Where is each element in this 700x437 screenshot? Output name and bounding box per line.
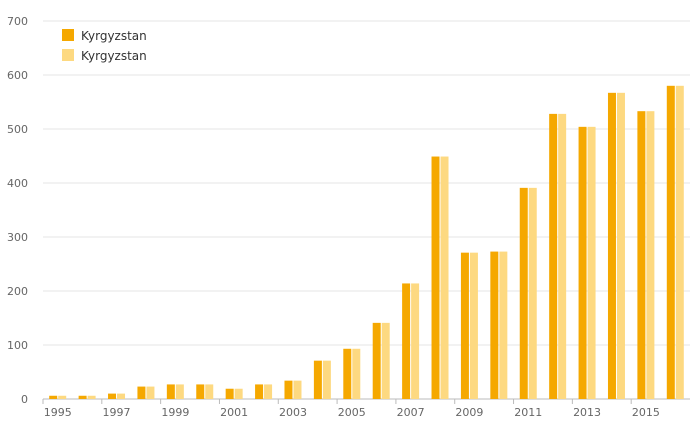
y-tick-label: 300 xyxy=(7,231,28,244)
x-tick-label: 1995 xyxy=(44,406,72,419)
bar-2015-series-2 xyxy=(646,111,655,400)
bar-1997-series-2 xyxy=(117,393,126,399)
bar-2009-series-1 xyxy=(460,252,469,399)
x-tick-label: 1997 xyxy=(103,406,131,419)
y-tick-label: 0 xyxy=(21,393,28,406)
bar-2012-series-2 xyxy=(558,113,567,399)
bar-2002-series-1 xyxy=(255,384,264,399)
bar-2005-series-2 xyxy=(352,348,361,399)
bar-1996-series-1 xyxy=(78,395,87,399)
bar-2004-series-1 xyxy=(313,360,322,399)
bar-2005-series-1 xyxy=(343,348,352,399)
bar-2008-series-2 xyxy=(440,156,449,399)
bars xyxy=(49,85,684,400)
x-tick-label: 2005 xyxy=(338,406,366,419)
x-tick-label: 2011 xyxy=(514,406,542,419)
x-tick-label: 2007 xyxy=(397,406,425,419)
legend: Kyrgyzstan Kyrgyzstan xyxy=(62,29,147,63)
y-tick-label: 100 xyxy=(7,339,28,352)
x-tick-label: 2009 xyxy=(455,406,483,419)
legend-label-2: Kyrgyzstan xyxy=(81,49,147,63)
bar-2007-series-1 xyxy=(402,283,411,399)
bar-1995-series-2 xyxy=(58,395,67,399)
bar-2009-series-2 xyxy=(469,252,478,399)
grid xyxy=(43,20,690,400)
bar-2003-series-1 xyxy=(284,380,293,399)
axes: 0 100 200 300 400 500 600 700 1995 1997 1999 2001 20… xyxy=(7,15,660,419)
x-tick-label: 2003 xyxy=(279,406,307,419)
bar-2012-series-1 xyxy=(549,113,558,399)
y-tick-label: 500 xyxy=(7,123,28,136)
bar-1999-series-2 xyxy=(175,384,184,399)
bar-2010-series-2 xyxy=(499,251,508,399)
bar-2004-series-2 xyxy=(322,360,331,399)
bar-2011-series-1 xyxy=(519,187,528,399)
legend-swatch-1 xyxy=(62,29,74,41)
bar-2008-series-1 xyxy=(431,156,440,399)
bar-2016-series-2 xyxy=(675,85,684,400)
bar-2010-series-1 xyxy=(490,251,499,399)
bar-2013-series-1 xyxy=(578,126,587,399)
bar-2007-series-2 xyxy=(411,283,420,399)
y-tick-label: 700 xyxy=(7,15,28,28)
bar-1998-series-1 xyxy=(137,386,146,399)
legend-swatch-2 xyxy=(62,49,74,61)
bar-1997-series-1 xyxy=(108,393,117,399)
bar-1999-series-1 xyxy=(166,384,175,399)
bar-2001-series-2 xyxy=(234,388,243,399)
bar-2011-series-2 xyxy=(528,187,537,399)
bar-2000-series-2 xyxy=(205,384,214,399)
x-tick-label: 2001 xyxy=(220,406,248,419)
bar-2003-series-2 xyxy=(293,380,302,399)
bar-2002-series-2 xyxy=(264,384,273,399)
bar-1996-series-2 xyxy=(87,395,96,399)
bar-2006-series-2 xyxy=(381,322,390,399)
bar-2006-series-1 xyxy=(372,322,381,399)
bar-2001-series-1 xyxy=(225,388,234,399)
bar-2013-series-2 xyxy=(587,126,596,399)
x-tick-label: 1999 xyxy=(161,406,189,419)
bar-2014-series-1 xyxy=(607,92,616,399)
bar-2016-series-1 xyxy=(666,85,675,400)
y-tick-label: 400 xyxy=(7,177,28,190)
bar-2014-series-2 xyxy=(616,92,625,399)
y-tick-label: 200 xyxy=(7,285,28,298)
legend-label-1: Kyrgyzstan xyxy=(81,29,147,43)
bar-2015-series-1 xyxy=(637,111,646,400)
x-tick-label: 2013 xyxy=(573,406,601,419)
bar-2000-series-1 xyxy=(196,384,205,399)
y-tick-label: 600 xyxy=(7,69,28,82)
x-tick-label: 2015 xyxy=(632,406,660,419)
bar-1995-series-1 xyxy=(49,395,58,399)
bar-1998-series-2 xyxy=(146,386,155,399)
